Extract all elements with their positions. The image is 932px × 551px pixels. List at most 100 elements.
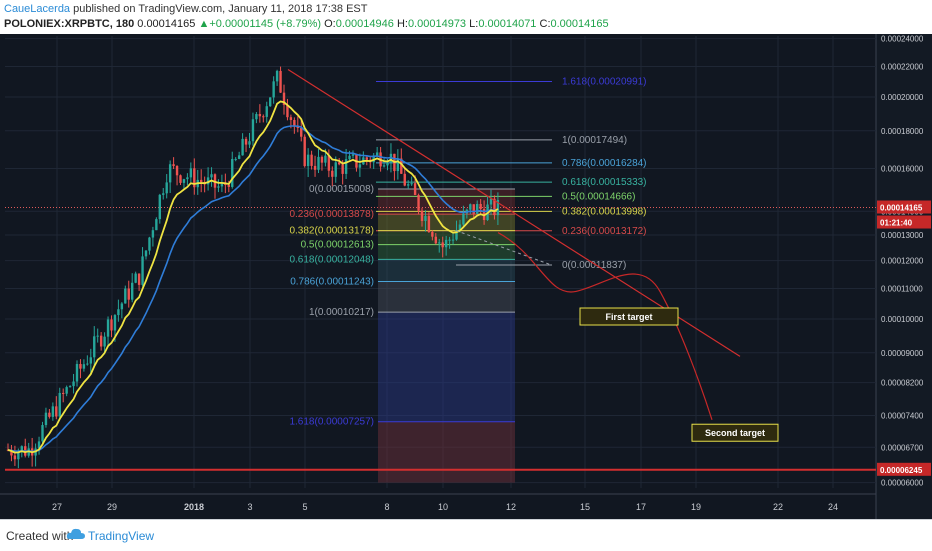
- price-chart[interactable]: 0.00024000 0.00022000 0.00020000 0.00018000…: [0, 34, 932, 519]
- candle-body: [17, 451, 20, 460]
- candle-body: [303, 136, 306, 167]
- candle-body: [96, 335, 99, 337]
- fib-lower-label: 0.786(0.00011243): [290, 277, 374, 288]
- candle-body: [300, 127, 303, 137]
- candle-body: [327, 155, 331, 171]
- candle-body: [89, 357, 92, 364]
- projection-path: [497, 232, 713, 420]
- fib-lower-label: 0(0.00015008): [309, 184, 374, 195]
- fib-upper-label: 1.618(0.00020991): [562, 77, 647, 88]
- candle-body: [68, 386, 72, 388]
- candle-body: [324, 155, 327, 163]
- x-tick-label: 19: [691, 502, 701, 512]
- candle-body: [134, 273, 137, 283]
- price-tag-last: [877, 200, 931, 214]
- candle-body: [458, 224, 462, 231]
- candle-body: [365, 157, 368, 160]
- fib-upper-label: 1(0.00017494): [562, 135, 627, 146]
- candle-body: [206, 177, 210, 185]
- candle-body: [275, 70, 279, 82]
- price-change: +0.00001145 (+8.79%): [209, 18, 322, 30]
- candle-body: [20, 446, 23, 452]
- fib-zone: [378, 281, 515, 313]
- candle-body: [344, 159, 348, 174]
- ema-fast-line: [7, 100, 499, 454]
- candle-body: [217, 186, 220, 188]
- candle-body: [220, 183, 224, 187]
- candle-body: [227, 184, 230, 187]
- symbol-label: POLONIEX:XRPBTC, 180: [4, 18, 135, 30]
- candle-body: [172, 164, 175, 167]
- candle-body: [479, 203, 482, 210]
- low-label: L:: [469, 18, 479, 30]
- candle-body: [186, 177, 189, 180]
- candle-body: [137, 273, 141, 285]
- x-tick-label: 2018: [184, 502, 204, 512]
- candle-body: [82, 364, 86, 369]
- candle-body: [469, 204, 472, 210]
- x-tick-label: 29: [107, 502, 117, 512]
- candle-body: [141, 256, 144, 285]
- candle-body: [265, 106, 268, 117]
- candle-body: [248, 141, 251, 145]
- candle-body: [341, 164, 344, 174]
- candle-body: [331, 170, 334, 177]
- candle-body: [313, 165, 317, 170]
- fib-upper-label: 0.786(0.00016284): [562, 158, 647, 169]
- candle-body: [182, 179, 186, 183]
- publish-line: CaueLacerda published on TradingView.com…: [4, 3, 367, 15]
- candle-body: [124, 288, 127, 304]
- fib-lower-label: 1.618(0.00007257): [289, 417, 374, 428]
- candle-body: [144, 250, 148, 257]
- candle-body: [120, 303, 124, 310]
- candle-body: [231, 158, 234, 187]
- candle-body: [489, 198, 493, 205]
- x-tick-label: 27: [52, 502, 62, 512]
- candle-body: [51, 406, 55, 417]
- y-tick-label: 0.00006700: [881, 443, 924, 452]
- candle-body: [62, 392, 65, 394]
- candle-body: [358, 164, 362, 168]
- candle-body: [424, 216, 427, 221]
- candle-body: [255, 114, 258, 120]
- candle-body: [493, 198, 496, 216]
- open-label: O:: [324, 18, 336, 30]
- publish-info: published on TradingView.com, January 11…: [70, 3, 368, 15]
- candle-body: [279, 70, 282, 93]
- created-with-text: Created with: [6, 529, 74, 543]
- candle-body: [351, 154, 355, 156]
- candle-body: [103, 336, 106, 347]
- high-label: H:: [396, 18, 408, 30]
- author-link[interactable]: CaueLacerda: [4, 3, 71, 15]
- y-tick-label: 0.00011000: [881, 285, 923, 294]
- candle-body: [155, 219, 158, 231]
- x-tick-label: 5: [302, 502, 307, 512]
- candle-body: [372, 155, 375, 163]
- fib-upper-label: 0(0.00011837): [562, 260, 626, 271]
- fib-zone: [378, 421, 515, 483]
- x-tick-label: 3: [247, 502, 252, 512]
- candle-body: [348, 155, 351, 160]
- low-value: 0.00014071: [478, 18, 537, 30]
- y-tick-label: 0.00013000: [881, 231, 924, 240]
- candle-body: [193, 168, 196, 188]
- y-tick-label: 0.00024000: [881, 35, 924, 44]
- candle-body: [448, 239, 451, 241]
- candle-body: [451, 239, 455, 241]
- x-tick-label: 10: [438, 502, 448, 512]
- tradingview-link[interactable]: TradingView: [88, 529, 155, 543]
- candle-body: [444, 239, 448, 248]
- candle-body: [334, 162, 337, 177]
- candle-body: [200, 179, 203, 183]
- candle-body: [251, 119, 255, 142]
- y-tick-label: 0.00016000: [881, 165, 924, 174]
- candle-body: [258, 114, 262, 117]
- y-tick-label: 0.00007400: [881, 411, 924, 420]
- candle-body: [289, 117, 293, 120]
- chart-area[interactable]: 0.00024000 0.00022000 0.00020000 0.00018000…: [0, 34, 932, 519]
- second-target-box: [691, 423, 779, 442]
- last-price: 0.00014165: [137, 18, 196, 30]
- candle-body: [472, 204, 475, 214]
- y-tick-label: 0.00012000: [881, 257, 924, 266]
- y-tick-label: 0.00022000: [881, 63, 924, 72]
